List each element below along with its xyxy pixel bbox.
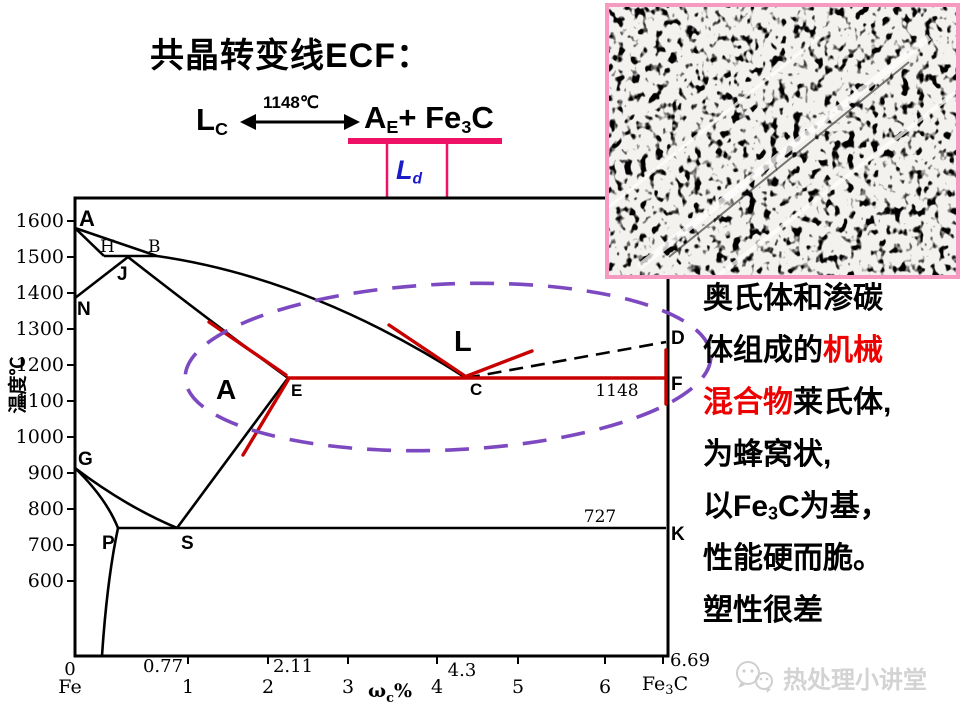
solvus-PQ bbox=[100, 527, 120, 657]
red-over-JE bbox=[207, 320, 288, 377]
svg-text:6: 6 bbox=[599, 676, 611, 698]
svg-text:900: 900 bbox=[28, 462, 64, 484]
point-S: S bbox=[181, 533, 194, 554]
phase-label-austenite: A bbox=[216, 374, 236, 405]
point-P: P bbox=[102, 533, 115, 554]
svg-text:600: 600 bbox=[28, 570, 64, 592]
svg-text:1100: 1100 bbox=[16, 390, 64, 412]
point-H: H bbox=[100, 237, 115, 257]
line-ES bbox=[175, 377, 290, 529]
wechat-icon bbox=[736, 661, 773, 693]
point-C: C bbox=[470, 380, 482, 399]
svg-text:3: 3 bbox=[342, 676, 354, 698]
highlight-ellipse bbox=[183, 281, 713, 453]
line-GS bbox=[74, 466, 178, 530]
pink-underline-bar bbox=[348, 138, 502, 144]
point-N: N bbox=[77, 299, 91, 320]
cementite-fe: Fe bbox=[425, 100, 462, 135]
x-axis-ticks bbox=[187, 656, 664, 664]
text-line-7: 塑性很差 bbox=[703, 594, 823, 627]
svg-text:5: 5 bbox=[512, 676, 524, 698]
line-GP bbox=[74, 467, 120, 529]
point-K: K bbox=[671, 524, 685, 545]
svg-text:2.11: 2.11 bbox=[273, 656, 313, 677]
ld-box bbox=[385, 144, 449, 197]
point-G: G bbox=[78, 449, 93, 470]
y-axis-labels: 1600 1500 1400 1300 1200 1100 1000 900 8… bbox=[16, 210, 64, 592]
svg-text:1000: 1000 bbox=[16, 426, 64, 448]
point-F: F bbox=[671, 374, 683, 395]
ledeburite-micrograph bbox=[605, 3, 960, 279]
y-axis-title: 温度℃ bbox=[6, 356, 29, 413]
watermark-text: 热处理小讲堂 bbox=[783, 666, 927, 694]
phase-boundaries bbox=[74, 226, 666, 657]
svg-text:0: 0 bbox=[64, 659, 75, 680]
austenite-symbol: A bbox=[364, 100, 387, 135]
text-line-1: 奥氏体和渗碳 bbox=[703, 282, 883, 315]
point-B: B bbox=[148, 237, 161, 257]
x-axis-labels: Fe 1 2 3 4 5 6 Fe3C bbox=[58, 673, 688, 698]
plus-sign: + bbox=[398, 100, 417, 135]
svg-text:2: 2 bbox=[262, 676, 274, 698]
svg-text:800: 800 bbox=[28, 498, 64, 520]
svg-text:6.69: 6.69 bbox=[670, 650, 710, 671]
reaction-rhs: AE+ Fe3C bbox=[364, 100, 494, 138]
svg-text:1300: 1300 bbox=[16, 318, 64, 340]
text-line-6: 性能硬而脆。 bbox=[703, 542, 883, 575]
watermark: 热处理小讲堂 bbox=[733, 659, 927, 695]
eutectic-red-lines bbox=[207, 320, 668, 457]
line-AH bbox=[74, 227, 105, 257]
svg-text:1: 1 bbox=[182, 676, 194, 698]
reaction-arrow bbox=[240, 114, 360, 130]
svg-text:1500: 1500 bbox=[16, 246, 64, 268]
y-axis-ticks bbox=[67, 220, 75, 582]
point-labels: A H B J N G P S E C D F K bbox=[77, 206, 685, 554]
text-line-2: 体组成的机械 bbox=[703, 334, 883, 367]
svg-text:4: 4 bbox=[431, 676, 443, 698]
liquid-subscript: C bbox=[214, 119, 228, 140]
line-NJ bbox=[74, 255, 129, 300]
liquid-symbol: L bbox=[196, 102, 215, 137]
label-1148: 1148 bbox=[595, 381, 638, 401]
text-line-4: 为蜂窝状, bbox=[703, 438, 832, 471]
page-title: 共晶转变线ECF： bbox=[150, 37, 431, 75]
x-axis-title: ωc% bbox=[368, 680, 412, 706]
text-line-5: 以Fe3C为基， bbox=[703, 490, 890, 524]
ledeburite-symbol: Ld bbox=[396, 155, 423, 188]
point-E: E bbox=[291, 381, 302, 400]
svg-text:0.77: 0.77 bbox=[143, 656, 183, 677]
point-A: A bbox=[79, 206, 95, 231]
svg-text:700: 700 bbox=[28, 534, 64, 556]
svg-text:1400: 1400 bbox=[16, 282, 64, 304]
liquidus-CD-dashed bbox=[465, 340, 667, 380]
svg-text:1600: 1600 bbox=[16, 210, 64, 232]
reaction-lhs: LC bbox=[196, 102, 228, 140]
point-D: D bbox=[671, 328, 685, 349]
phase-label-liquid: L bbox=[454, 326, 472, 358]
reaction-temperature: 1148℃ bbox=[263, 93, 319, 112]
red-C-to-D bbox=[465, 349, 534, 378]
liquidus-ABC bbox=[74, 226, 467, 380]
austenite-subscript: E bbox=[386, 117, 399, 138]
svg-text:1200: 1200 bbox=[16, 354, 64, 376]
label-727: 727 bbox=[584, 507, 616, 527]
svg-text:4.3: 4.3 bbox=[448, 660, 477, 681]
cementite-subscript: 3 bbox=[461, 117, 472, 138]
cementite-c: C bbox=[471, 100, 494, 135]
red-below-E bbox=[241, 378, 290, 457]
point-J: J bbox=[117, 264, 128, 285]
micrograph-texture bbox=[609, 7, 956, 275]
plot-frame bbox=[73, 196, 670, 658]
red-over-BC bbox=[387, 323, 467, 378]
fe3c-axis-label: Fe3C bbox=[642, 673, 688, 698]
explanation-text: 奥氏体和渗碳 体组成的机械 混合物莱氏体, 为蜂窝状, 以Fe3C为基， 性能硬… bbox=[703, 277, 959, 641]
text-line-3: 混合物莱氏体, bbox=[703, 386, 892, 419]
x-axis-values: 0 0.77 2.11 4.3 6.69 bbox=[64, 650, 710, 681]
svg-text:Fe: Fe bbox=[58, 676, 81, 698]
